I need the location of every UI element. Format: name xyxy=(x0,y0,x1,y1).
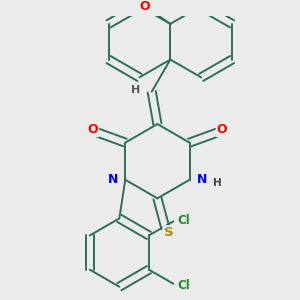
Text: O: O xyxy=(140,0,150,13)
Text: H: H xyxy=(131,85,140,95)
Text: Cl: Cl xyxy=(177,214,190,227)
Text: N: N xyxy=(108,173,118,186)
Text: Cl: Cl xyxy=(177,280,190,292)
Text: S: S xyxy=(164,226,173,239)
Text: N: N xyxy=(197,173,207,186)
Text: O: O xyxy=(217,123,227,136)
Text: O: O xyxy=(88,123,98,136)
Text: H: H xyxy=(213,178,222,188)
